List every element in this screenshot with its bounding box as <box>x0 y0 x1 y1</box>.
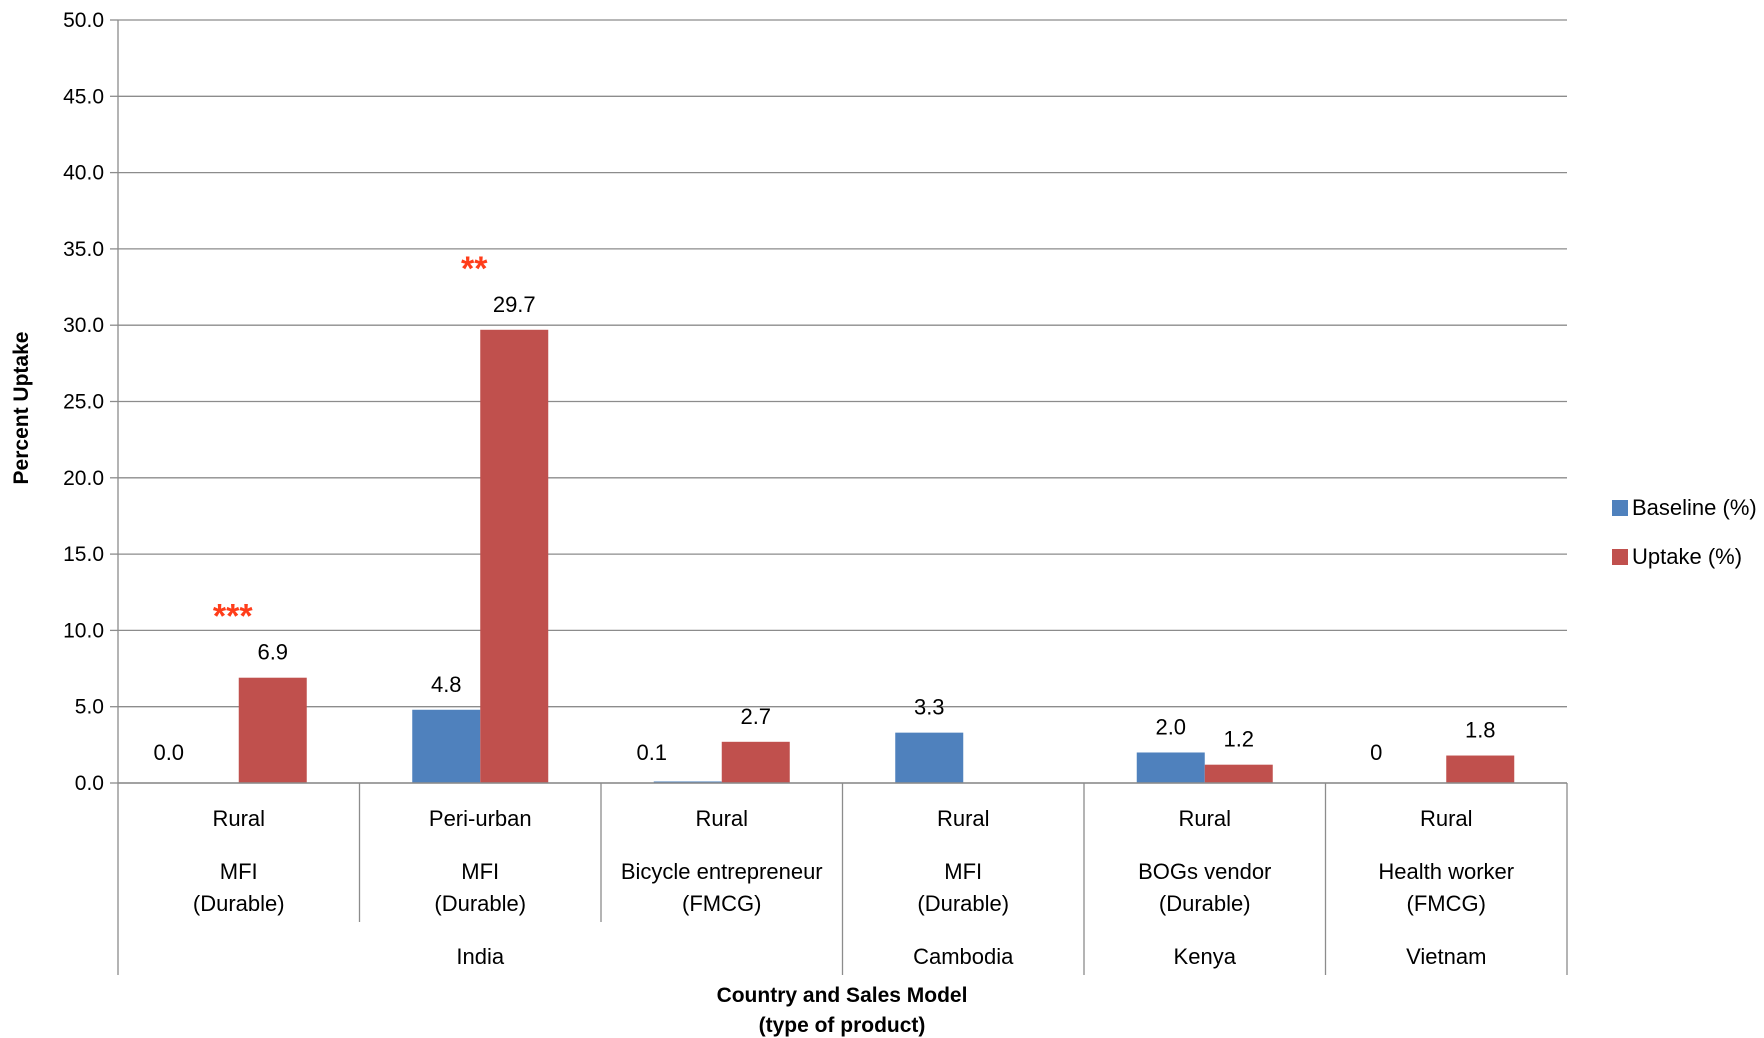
data-label: 1.8 <box>1465 718 1496 743</box>
y-tick-label: 10.0 <box>63 619 104 642</box>
country-label: India <box>456 944 504 969</box>
category-product-label: (Durable) <box>434 891 526 916</box>
y-axis-label: Percent Uptake <box>10 332 33 485</box>
data-label: 4.8 <box>431 672 462 697</box>
y-tick-label: 15.0 <box>63 543 104 566</box>
data-label: 2.7 <box>740 704 771 729</box>
bar-uptake <box>480 329 549 783</box>
data-label: 0.1 <box>636 740 667 765</box>
data-labels: 0.06.94.829.70.12.7 3.32.0 1.201.8***** <box>153 250 1495 765</box>
country-label: Vietnam <box>1406 944 1486 969</box>
bar-baseline <box>412 709 481 783</box>
category-product-label: (Durable) <box>917 891 1009 916</box>
legend-label: Baseline (%) <box>1632 495 1757 520</box>
x-axis: Rural MFI (Durable) Peri-urban MFI (Durable) R… <box>117 782 1568 975</box>
y-tick-label: 5.0 <box>75 696 104 719</box>
bar-uptake <box>1204 764 1273 783</box>
legend-swatch <box>1612 549 1628 565</box>
y-tick-label: 20.0 <box>63 467 104 490</box>
category-model-label: Bicycle entrepreneur <box>621 859 823 884</box>
y-tick-label: 25.0 <box>63 391 104 414</box>
y-tick-label: 35.0 <box>63 238 104 261</box>
y-tick-label: 45.0 <box>63 85 104 108</box>
legend-label: Uptake (%) <box>1632 544 1742 569</box>
data-label: 29.7 <box>493 292 536 317</box>
y-tick-label: 30.0 <box>63 314 104 337</box>
y-tick-label: 40.0 <box>63 162 104 185</box>
data-label: 0 <box>1370 740 1382 765</box>
bar-baseline <box>653 781 722 783</box>
x-axis-label-line-2: (type of product) <box>759 1014 926 1037</box>
category-setting-label: Rural <box>1420 806 1473 831</box>
bars <box>238 329 1515 783</box>
category-setting-label: Peri-urban <box>429 806 532 831</box>
category-product-label: (FMCG) <box>682 891 761 916</box>
bar-uptake <box>1446 755 1515 783</box>
bar-baseline <box>1136 752 1205 783</box>
category-product-label: (FMCG) <box>1407 891 1486 916</box>
category-setting-label: Rural <box>212 806 265 831</box>
legend-swatch <box>1612 500 1628 516</box>
data-label: 2.0 <box>1155 714 1186 739</box>
y-tick-label: 0.0 <box>75 772 104 795</box>
category-setting-label: Rural <box>937 806 990 831</box>
category-product-label: (Durable) <box>1159 891 1251 916</box>
category-setting-label: Rural <box>695 806 748 831</box>
data-label: 3.3 <box>914 695 945 720</box>
legend: Baseline (%) Uptake (%) <box>1612 495 1757 569</box>
y-tick-label: 50.0 <box>63 9 104 32</box>
data-label: 6.9 <box>257 640 288 665</box>
y-axis-ticks: 0.0 5.0 10.0 15.0 20.0 25.0 30.0 35.0 40.0 45.0 50… <box>63 9 118 795</box>
bar-uptake <box>721 741 790 783</box>
gridlines <box>117 19 1567 784</box>
data-label: 0.0 <box>153 740 184 765</box>
significance-stars: ** <box>461 250 488 288</box>
bar-baseline <box>895 732 964 783</box>
bar-uptake <box>238 677 307 783</box>
country-label: Kenya <box>1174 944 1237 969</box>
country-label: Cambodia <box>913 944 1014 969</box>
significance-stars: *** <box>213 598 253 636</box>
category-setting-label: Rural <box>1178 806 1231 831</box>
x-axis-label-line-1: Country and Sales Model <box>717 984 968 1007</box>
data-label: 1.2 <box>1223 727 1254 752</box>
category-model-label: Health worker <box>1378 859 1514 884</box>
category-product-label: (Durable) <box>193 891 285 916</box>
category-model-label: MFI <box>220 859 258 884</box>
category-model-label: MFI <box>944 859 982 884</box>
category-model-label: BOGs vendor <box>1138 859 1271 884</box>
category-model-label: MFI <box>461 859 499 884</box>
